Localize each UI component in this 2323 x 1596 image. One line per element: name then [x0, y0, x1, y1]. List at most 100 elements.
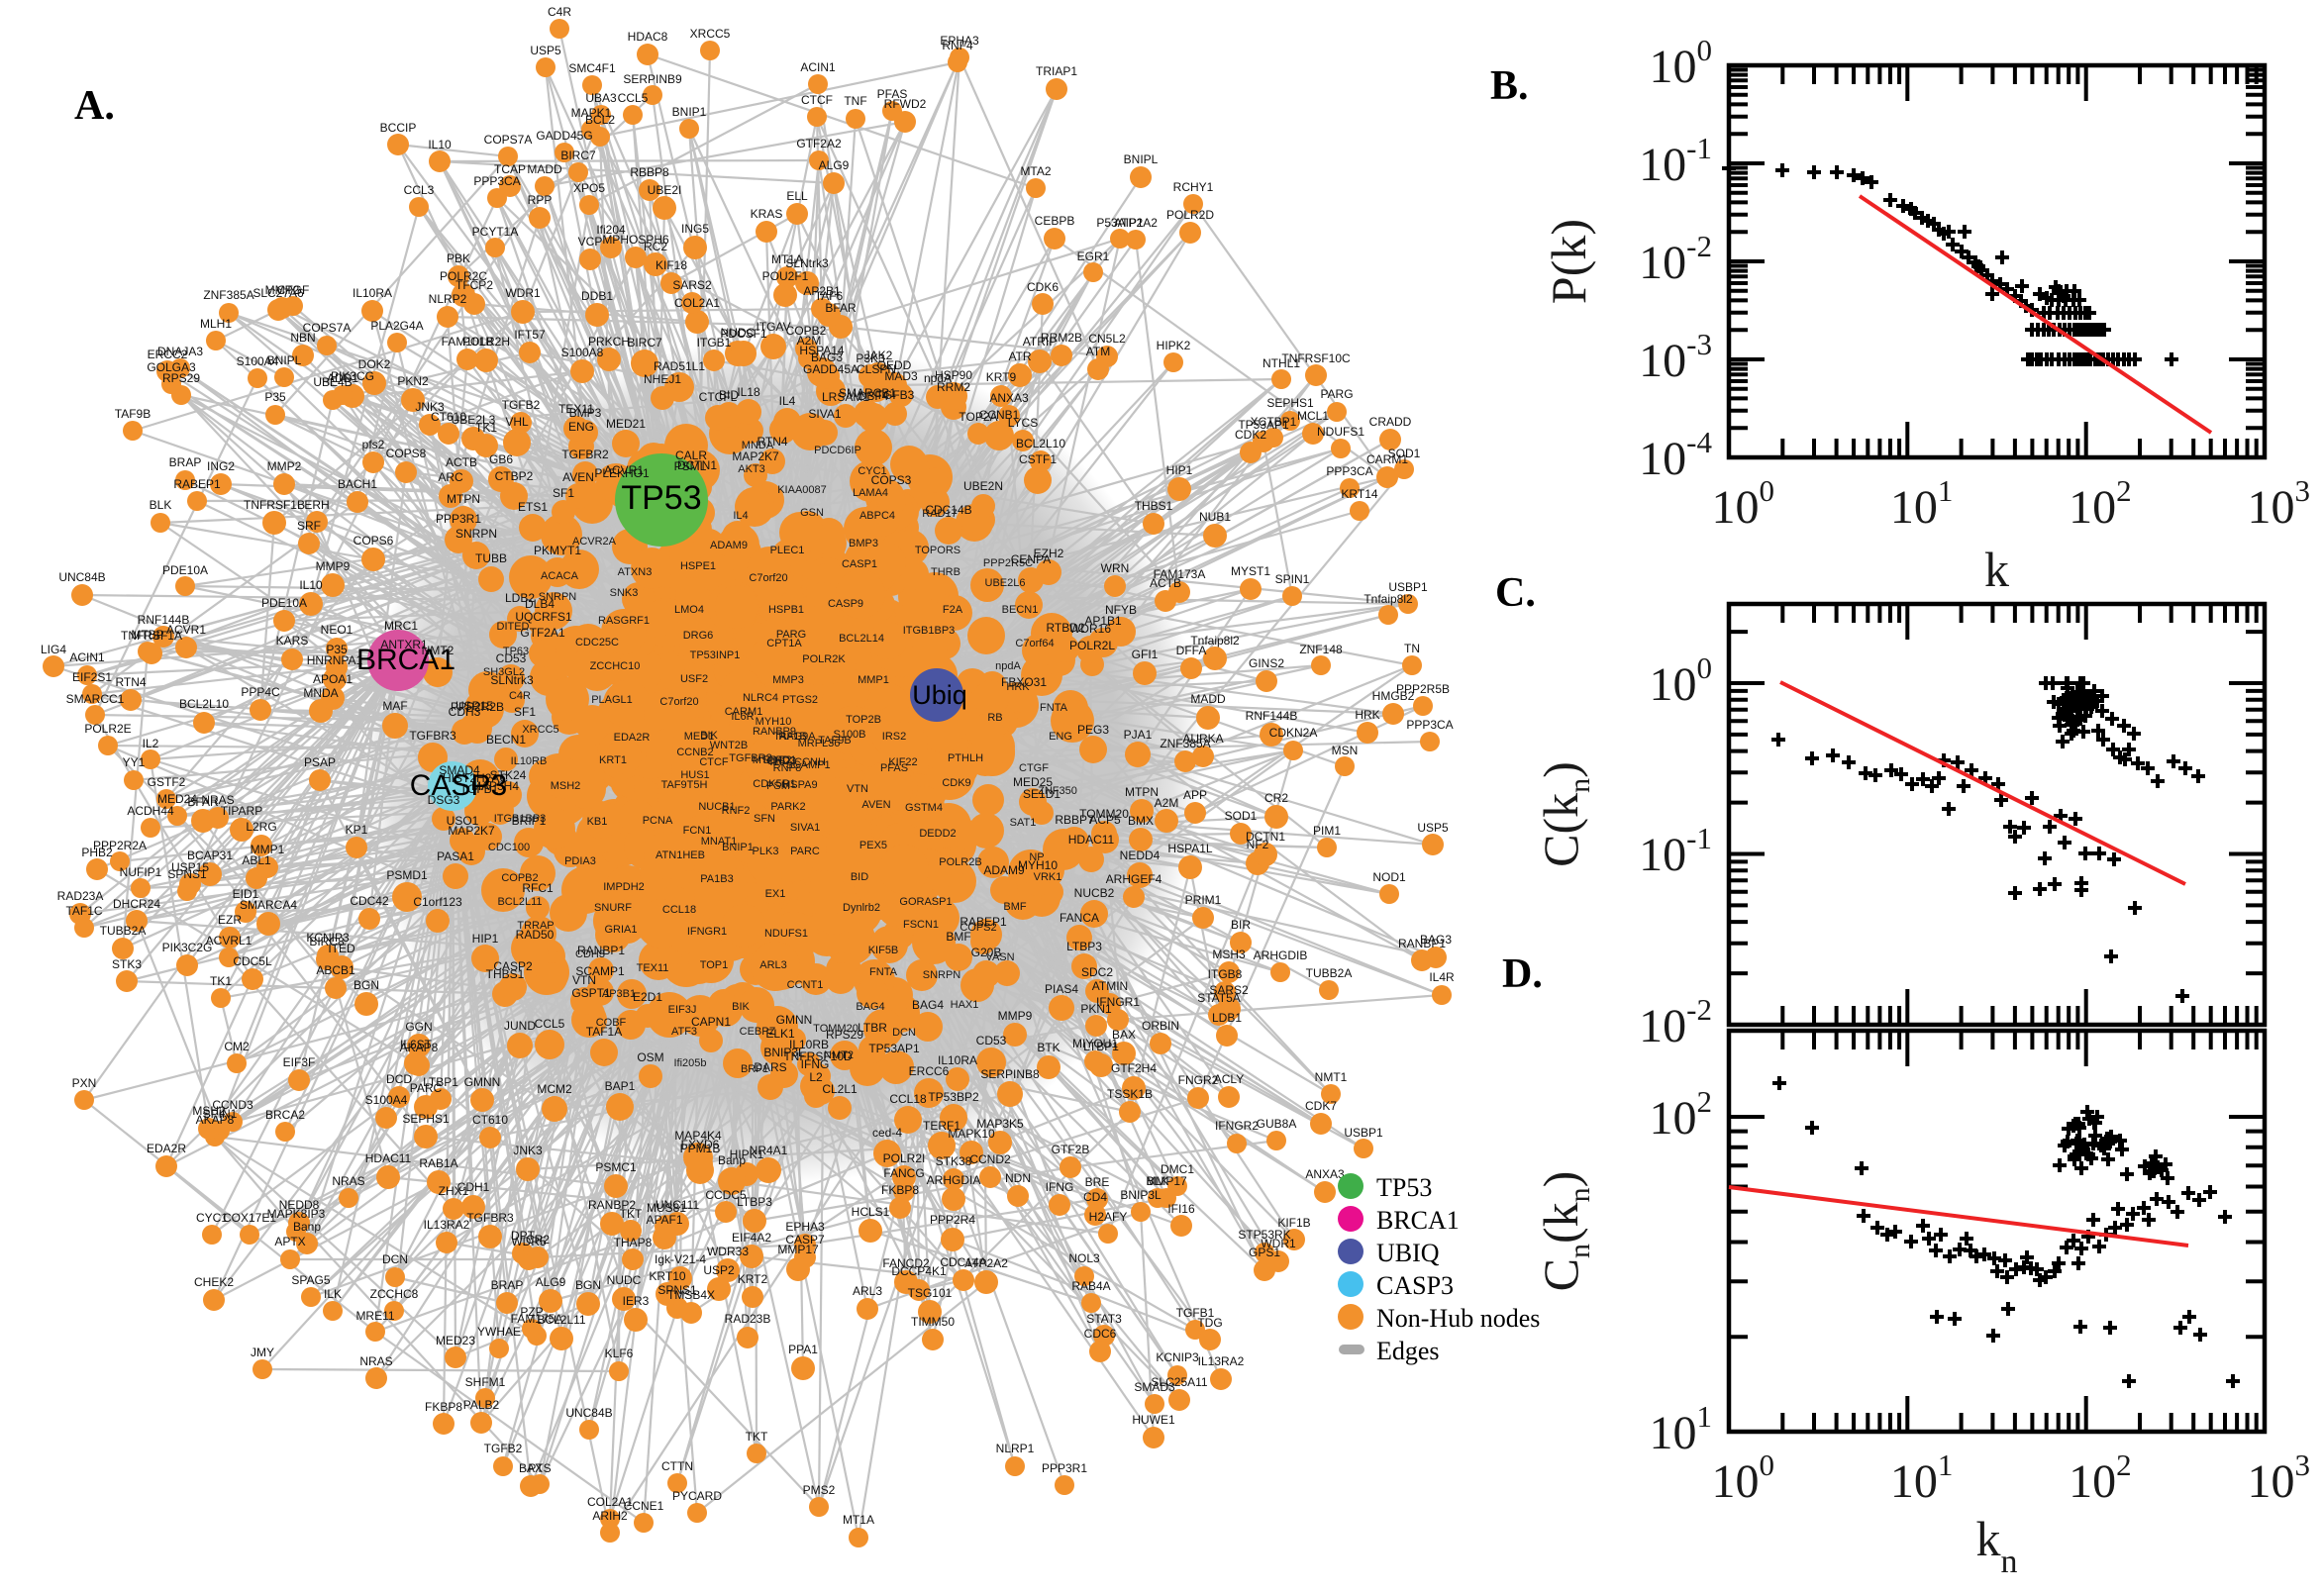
svg-text:ACLY: ACLY	[1214, 1072, 1244, 1086]
svg-text:KIF18: KIF18	[656, 258, 687, 272]
svg-text:CR2: CR2	[1264, 791, 1288, 805]
svg-text:LDB2: LDB2	[505, 591, 535, 605]
svg-text:ADAM9: ADAM9	[710, 540, 748, 551]
svg-text:KRT2: KRT2	[738, 1272, 768, 1286]
svg-text:RC2: RC2	[644, 240, 667, 253]
svg-text:GORASP1: GORASP1	[899, 896, 952, 908]
svg-text:CL2L1: CL2L1	[822, 1082, 858, 1096]
svg-text:ACDH44: ACDH44	[127, 804, 174, 818]
svg-text:SF1: SF1	[514, 705, 536, 719]
svg-text:NMT1: NMT1	[1315, 1070, 1348, 1084]
svg-text:L2: L2	[809, 1070, 823, 1084]
svg-text:USP5: USP5	[1417, 821, 1449, 835]
svg-text:SOD1: SOD1	[1225, 809, 1258, 823]
svg-text:EPHA3: EPHA3	[785, 1220, 825, 1234]
svg-text:SPNS1: SPNS1	[657, 1283, 697, 1297]
svg-text:KRT14: KRT14	[1341, 487, 1377, 501]
svg-text:DEDD2: DEDD2	[919, 828, 956, 840]
svg-text:GSTM4: GSTM4	[905, 802, 943, 814]
svg-text:A.: A.	[74, 83, 115, 129]
svg-text:BAG3: BAG3	[1420, 933, 1452, 947]
svg-text:ANXA3: ANXA3	[1305, 1167, 1345, 1181]
svg-text:CDC42: CDC42	[350, 894, 389, 908]
svg-text:FKBP8: FKBP8	[881, 1183, 919, 1197]
svg-text:CCL18: CCL18	[889, 1092, 927, 1106]
svg-text:MYST1: MYST1	[1231, 564, 1270, 578]
svg-text:COPS6: COPS6	[354, 534, 394, 548]
svg-text:PPP2R2B: PPP2R2B	[451, 700, 504, 714]
svg-text:GINS2: GINS2	[1249, 656, 1284, 670]
svg-text:COPB2: COPB2	[786, 324, 827, 338]
svg-text:MMP9: MMP9	[998, 1009, 1033, 1023]
svg-text:TGFBR2: TGFBR2	[561, 448, 609, 461]
svg-text:ALG9: ALG9	[536, 1275, 566, 1289]
svg-text:CD53: CD53	[976, 1034, 1007, 1047]
svg-text:RAB1A: RAB1A	[419, 1156, 457, 1170]
svg-text:MMP2: MMP2	[267, 459, 302, 473]
svg-text:PARK2: PARK2	[770, 801, 805, 813]
svg-text:TSG101: TSG101	[908, 1286, 953, 1300]
svg-text:ING2: ING2	[207, 459, 235, 473]
svg-text:ACVRL1: ACVRL1	[206, 934, 252, 948]
svg-text:HUS1: HUS1	[680, 769, 709, 781]
svg-text:KCNIP3: KCNIP3	[306, 931, 350, 945]
svg-text:P35: P35	[264, 390, 286, 404]
svg-text:MNAT1: MNAT1	[701, 836, 737, 848]
svg-text:SMARCC1: SMARCC1	[66, 692, 125, 706]
svg-text:TP53: TP53	[1376, 1173, 1432, 1202]
svg-text:BACH1: BACH1	[338, 477, 377, 491]
svg-text:GTF2A1: GTF2A1	[520, 626, 565, 640]
svg-text:NHEJ1: NHEJ1	[644, 372, 681, 386]
svg-text:Tnfaip8l2: Tnfaip8l2	[1190, 634, 1240, 648]
svg-text:SMC4F1: SMC4F1	[568, 61, 616, 75]
svg-text:TGFBR3: TGFBR3	[466, 1211, 514, 1225]
svg-text:ITGB8: ITGB8	[1208, 967, 1243, 981]
svg-text:100: 100	[1650, 33, 1713, 93]
svg-text:CTCFL: CTCFL	[699, 390, 738, 404]
svg-text:XRCC5: XRCC5	[522, 724, 558, 736]
svg-text:KRT9: KRT9	[986, 370, 1017, 384]
svg-text:TGFB2: TGFB2	[484, 1442, 523, 1455]
svg-text:PRKCH: PRKCH	[588, 335, 630, 349]
svg-text:10-2: 10-2	[1639, 229, 1712, 289]
svg-text:MMP1: MMP1	[858, 674, 889, 686]
svg-text:GSPT1: GSPT1	[571, 986, 611, 1000]
svg-text:C.: C.	[1495, 570, 1536, 616]
svg-text:APAF1: APAF1	[646, 1213, 682, 1227]
svg-text:SERPINB9: SERPINB9	[623, 72, 682, 86]
svg-text:ACTB: ACTB	[1150, 576, 1181, 590]
svg-text:Ifi205b: Ifi205b	[673, 1057, 706, 1069]
svg-text:103: 103	[2248, 1447, 2311, 1508]
svg-text:HDAC11: HDAC11	[1068, 833, 1115, 847]
svg-text:10-1: 10-1	[1639, 821, 1712, 881]
svg-text:MED21: MED21	[606, 417, 646, 431]
svg-text:KARS: KARS	[276, 634, 309, 648]
svg-text:COPS8: COPS8	[386, 447, 427, 460]
svg-text:NLRP1: NLRP1	[996, 1442, 1035, 1455]
svg-text:FSCN1: FSCN1	[903, 919, 939, 931]
svg-text:ACACA: ACACA	[541, 570, 579, 582]
svg-text:ERH: ERH	[304, 498, 329, 512]
svg-text:F2A: F2A	[943, 604, 963, 616]
svg-text:SPIN1: SPIN1	[1275, 572, 1310, 586]
svg-text:BIRC7: BIRC7	[627, 336, 662, 349]
svg-text:TP53: TP53	[621, 479, 701, 517]
svg-text:GADD45G: GADD45G	[536, 129, 592, 143]
svg-text:USP15: USP15	[171, 860, 209, 874]
svg-text:CDK2: CDK2	[1235, 428, 1266, 442]
svg-text:KRT10: KRT10	[649, 1269, 685, 1283]
svg-text:H2AFY: H2AFY	[1089, 1210, 1128, 1224]
svg-text:ACTB: ACTB	[446, 455, 477, 469]
svg-text:C7orf64: C7orf64	[1015, 638, 1054, 649]
svg-text:kn: kn	[1976, 1511, 2018, 1580]
svg-text:FNGR2: FNGR2	[1178, 1073, 1219, 1087]
svg-text:PLEKHO1: PLEKHO1	[594, 466, 650, 480]
svg-text:IL4: IL4	[779, 394, 796, 408]
svg-text:ARIH2: ARIH2	[592, 1509, 628, 1523]
svg-text:ITGB1BP3: ITGB1BP3	[903, 625, 956, 637]
svg-text:GUB8A: GUB8A	[1257, 1117, 1297, 1131]
svg-text:TK1: TK1	[210, 974, 232, 988]
svg-text:LYCS: LYCS	[1008, 416, 1038, 430]
svg-text:CAPN1: CAPN1	[691, 1015, 731, 1029]
svg-text:KRT1: KRT1	[599, 754, 627, 766]
